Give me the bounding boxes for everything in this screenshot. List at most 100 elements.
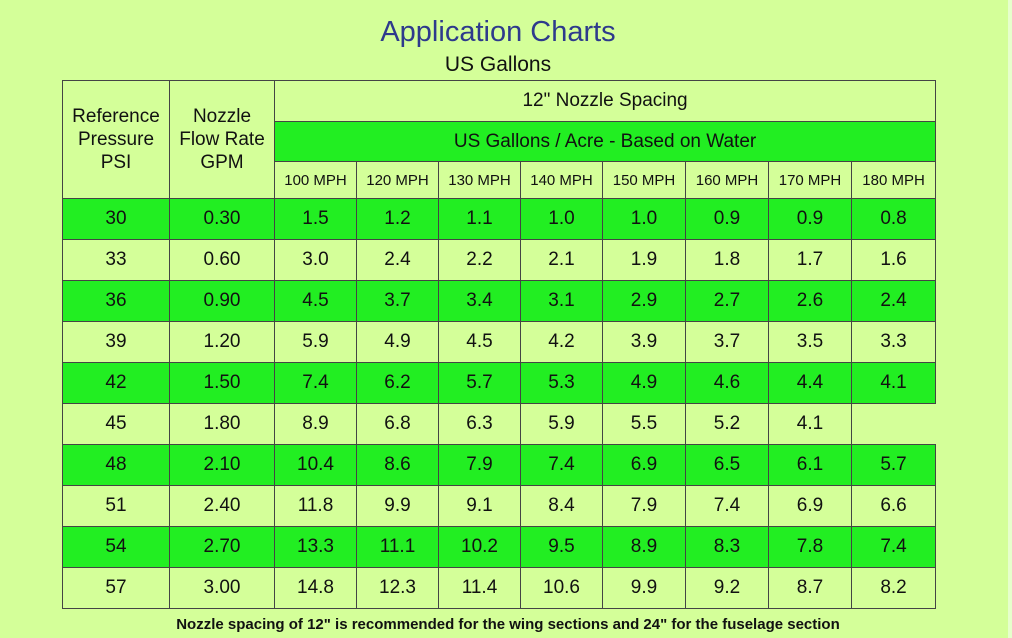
- table-row: 36 0.90 4.5 3.7 3.4 3.1 2.9 2.7 2.6 2.4: [62, 280, 937, 322]
- gallons-value-cell: 0.8: [850, 198, 937, 240]
- gallons-value-cell: 9.9: [602, 567, 686, 609]
- gallons-value-cell: 4.9: [356, 321, 439, 363]
- psi-cell: 45: [62, 403, 170, 445]
- gallons-value-cell: 9.2: [685, 567, 769, 609]
- scrollbar[interactable]: [1008, 0, 1012, 638]
- gallons-value-cell: 4.1: [850, 362, 937, 404]
- psi-cell: 33: [62, 239, 170, 281]
- speed-header: 180 MPH: [850, 161, 937, 199]
- gallons-value-cell: 2.9: [602, 280, 686, 322]
- table-row: 48 2.10 10.4 8.6 7.9 7.4 6.9 6.5 6.1 5.7: [62, 444, 937, 486]
- speed-header: 120 MPH: [356, 161, 439, 199]
- gallons-value-cell: 5.9: [274, 321, 357, 363]
- header-line: Reference: [72, 106, 160, 127]
- table-row: 30 0.30 1.5 1.2 1.1 1.0 1.0 0.9 0.9 0.8: [62, 198, 937, 240]
- gpm-cell: 1.80: [169, 403, 275, 445]
- gpm-cell: 3.00: [169, 567, 275, 609]
- gallons-value-cell: 3.7: [356, 280, 439, 322]
- psi-cell: 30: [62, 198, 170, 240]
- header-line: PSI: [100, 152, 132, 173]
- table-row: 45 1.80 8.9 6.8 6.3 5.9 5.5 5.2 4.1: [62, 403, 936, 445]
- gpm-cell: 1.20: [169, 321, 275, 363]
- gallons-value-cell: 8.7: [768, 567, 852, 609]
- gallons-value-cell: 8.2: [850, 567, 937, 609]
- header-line: Nozzle: [192, 106, 252, 127]
- psi-cell: 54: [62, 526, 170, 568]
- gallons-value-cell: 4.2: [520, 321, 603, 363]
- gallons-value-cell: 5.7: [438, 362, 521, 404]
- speed-header: 170 MPH: [768, 161, 852, 199]
- gallons-value-cell: 4.1: [768, 403, 852, 445]
- gallons-value-cell: 3.1: [520, 280, 603, 322]
- speed-header: 140 MPH: [520, 161, 603, 199]
- gallons-value-cell: 6.3: [438, 403, 521, 445]
- gallons-value-cell: 3.0: [274, 239, 357, 281]
- table-row: 33 0.60 3.0 2.4 2.2 2.1 1.9 1.8 1.7 1.6: [62, 239, 937, 281]
- header-line: Flow Rate: [179, 129, 265, 150]
- gallons-value-cell: 8.6: [356, 444, 439, 486]
- gallons-value-cell: 3.9: [602, 321, 686, 363]
- page-title: Application Charts: [380, 16, 616, 48]
- gallons-value-cell: 6.6: [850, 485, 937, 527]
- gallons-value-cell: 4.6: [685, 362, 769, 404]
- gallons-value-cell: 5.2: [685, 403, 769, 445]
- gallons-value-cell: 2.6: [768, 280, 852, 322]
- gallons-value-cell: 4.9: [602, 362, 686, 404]
- speed-header: 130 MPH: [438, 161, 521, 199]
- reference-pressure-header: Reference Pressure PSI: [62, 80, 170, 199]
- gallons-value-cell: 6.2: [356, 362, 439, 404]
- gallons-value-cell: 3.7: [685, 321, 769, 363]
- gpm-cell: 0.30: [169, 198, 275, 240]
- gallons-value-cell: 4.5: [438, 321, 521, 363]
- gallons-value-cell: 3.3: [850, 321, 937, 363]
- gallons-value-cell: 4.4: [768, 362, 852, 404]
- footnote: Nozzle spacing of 12" is recommended for…: [176, 616, 840, 633]
- gallons-per-acre-header: US Gallons / Acre - Based on Water: [273, 121, 937, 162]
- gallons-value-cell: 3.4: [438, 280, 521, 322]
- gallons-value-cell: 6.8: [356, 403, 439, 445]
- gpm-cell: 2.10: [169, 444, 275, 486]
- psi-cell: 48: [62, 444, 170, 486]
- gallons-value-cell: 1.2: [356, 198, 439, 240]
- gallons-value-cell: 5.7: [850, 444, 937, 486]
- gallons-value-cell: 2.2: [438, 239, 521, 281]
- speed-header: 160 MPH: [685, 161, 769, 199]
- gallons-value-cell: 6.9: [768, 485, 852, 527]
- gallons-value-cell: [850, 403, 936, 445]
- gallons-value-cell: 2.4: [356, 239, 439, 281]
- gallons-value-cell: 9.5: [520, 526, 603, 568]
- table-row: 57 3.00 14.8 12.3 11.4 10.6 9.9 9.2 8.7 8.2: [62, 567, 937, 609]
- gpm-cell: 0.90: [169, 280, 275, 322]
- gpm-cell: 1.50: [169, 362, 275, 404]
- gpm-cell: 0.60: [169, 239, 275, 281]
- header-line: GPM: [200, 152, 244, 173]
- gallons-value-cell: 0.9: [768, 198, 852, 240]
- gallons-value-cell: 13.3: [274, 526, 357, 568]
- gallons-value-cell: 12.3: [356, 567, 439, 609]
- gallons-value-cell: 1.8: [685, 239, 769, 281]
- psi-cell: 42: [62, 362, 170, 404]
- gallons-value-cell: 7.9: [438, 444, 521, 486]
- psi-cell: 39: [62, 321, 170, 363]
- gallons-value-cell: 1.5: [274, 198, 357, 240]
- gallons-value-cell: 11.1: [356, 526, 439, 568]
- gallons-value-cell: 10.4: [274, 444, 357, 486]
- nozzle-flow-rate-header: Nozzle Flow Rate GPM: [169, 80, 275, 199]
- gallons-value-cell: 6.1: [768, 444, 852, 486]
- gallons-value-cell: 5.9: [520, 403, 603, 445]
- gallons-value-cell: 8.9: [274, 403, 357, 445]
- gallons-value-cell: 7.9: [602, 485, 686, 527]
- gallons-value-cell: 7.4: [685, 485, 769, 527]
- table-row: 51 2.40 11.8 9.9 9.1 8.4 7.9 7.4 6.9 6.6: [62, 485, 937, 527]
- gallons-value-cell: 8.4: [520, 485, 603, 527]
- psi-cell: 36: [62, 280, 170, 322]
- gallons-value-cell: 4.5: [274, 280, 357, 322]
- gallons-value-cell: 1.7: [768, 239, 852, 281]
- gallons-value-cell: 1.1: [438, 198, 521, 240]
- gallons-value-cell: 0.9: [685, 198, 769, 240]
- gallons-value-cell: 11.4: [438, 567, 521, 609]
- gallons-value-cell: 8.3: [685, 526, 769, 568]
- table-row: 42 1.50 7.4 6.2 5.7 5.3 4.9 4.6 4.4 4.1: [62, 362, 937, 404]
- gallons-value-cell: 2.4: [850, 280, 937, 322]
- table-row: 39 1.20 5.9 4.9 4.5 4.2 3.9 3.7 3.5 3.3: [62, 321, 937, 363]
